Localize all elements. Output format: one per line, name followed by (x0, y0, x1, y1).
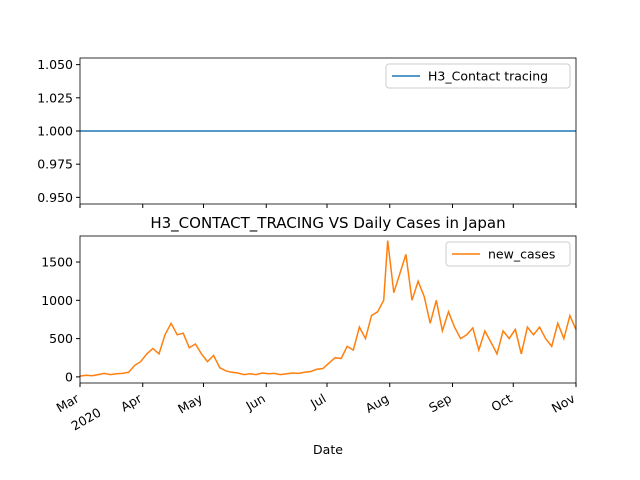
y-tick-label: 1500 (41, 255, 73, 270)
y-tick-label: 1.050 (37, 57, 73, 72)
x-tick-label: Oct (489, 391, 515, 415)
axes-frame (79, 57, 577, 205)
x-tick-label: Jun (242, 391, 267, 414)
legend-label: H3_Contact tracing (428, 69, 548, 84)
y-tick-label: 0 (65, 369, 73, 384)
legend-box (385, 63, 571, 89)
y-tick-label: 1.025 (37, 90, 73, 105)
x-tick-label: Sep (426, 391, 454, 416)
x-tick-label: Apr (118, 390, 145, 414)
legend-box (445, 241, 571, 267)
x-tick-label: Aug (363, 391, 392, 416)
x-tick-label: Jul (307, 391, 328, 412)
x-tick-label: May (175, 390, 205, 416)
x-axis-label: Date (313, 442, 343, 457)
y-tick-label: 1.000 (37, 124, 73, 139)
y-tick-label: 1000 (41, 293, 73, 308)
x-tick-label: Mar (54, 390, 83, 415)
x-tick-label: Nov (549, 390, 578, 415)
series-line (79, 240, 577, 377)
y-tick-label: 0.950 (37, 190, 73, 205)
y-tick-label: 500 (49, 331, 73, 346)
legend-label: new_cases (488, 247, 555, 262)
axes-frame (79, 235, 577, 384)
y-tick-label: 0.975 (37, 157, 73, 172)
chart-title: H3_CONTACT_TRACING VS Daily Cases in Jap… (150, 214, 505, 233)
x-tick-year: 2020 (68, 405, 103, 434)
